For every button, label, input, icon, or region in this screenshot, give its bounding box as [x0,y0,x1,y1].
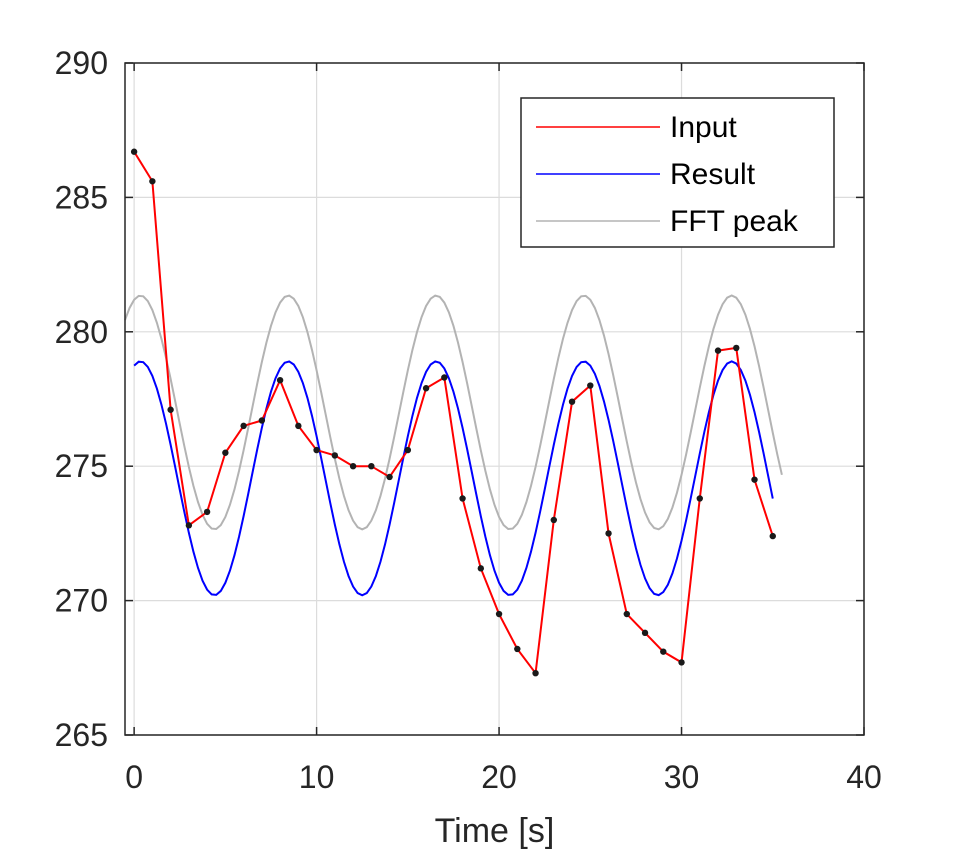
input-data-point [203,508,211,516]
legend-label-fft-peak: FFT peak [670,205,799,238]
input-data-point [623,610,630,618]
series-line-fft-peak [124,294,783,531]
legend-label-result: Result [670,158,756,191]
input-data-point [641,629,649,637]
input-data-point [751,476,758,483]
input-data-point [441,374,448,381]
input-data-point [550,516,558,524]
x-tick-label: 0 [125,759,143,795]
x-tick-label: 20 [481,759,517,795]
input-data-point [331,452,339,459]
input-data-point [532,669,539,677]
y-tick-label: 265 [55,717,108,753]
input-data-point [696,495,703,502]
input-data-point [258,417,266,424]
input-data-point [368,463,375,470]
input-data-point [495,610,503,618]
input-data-point [349,463,357,470]
input-data-point [149,178,156,185]
series-line-result [133,360,774,597]
y-tick-label: 275 [55,448,108,484]
y-tick-label: 290 [55,45,108,81]
x-axis-title: Time [s] [435,812,555,850]
input-data-point [660,648,667,655]
input-data-point [167,406,174,413]
x-tick-label: 30 [664,759,700,795]
input-data-point [769,532,776,540]
series-line-input [133,151,774,676]
plot-frame [124,62,865,736]
input-data-point [313,446,320,454]
ticks: 0 10 20 30 40 265 270 275 280 285 290 [55,45,882,795]
input-data-point [276,376,284,384]
input-data-point [459,495,466,502]
input-data-point [568,398,576,405]
input-data-point [514,645,521,653]
input-data-point [222,449,229,456]
x-tick-label: 40 [846,759,882,795]
legend: Input Result FFT peak [520,97,835,248]
input-data-point [422,385,430,392]
input-data-point [678,659,685,666]
y-tick-label: 270 [55,583,108,619]
input-data-point [295,422,302,430]
series-layer [124,148,783,677]
input-data-point [130,148,138,155]
input-data-point [587,382,594,389]
input-data-point [240,422,247,430]
y-tick-label: 285 [55,179,108,215]
input-data-point [404,446,412,454]
legend-label-input: Input [670,111,737,144]
input-data-point [386,473,393,481]
legend-box [520,97,835,248]
y-tick-label: 280 [55,314,108,350]
input-data-point [185,522,193,529]
x-tick-label: 10 [299,759,335,795]
input-data-point [605,530,612,537]
input-data-point [733,344,740,352]
input-data-point [477,565,485,572]
input-data-point [714,347,722,354]
